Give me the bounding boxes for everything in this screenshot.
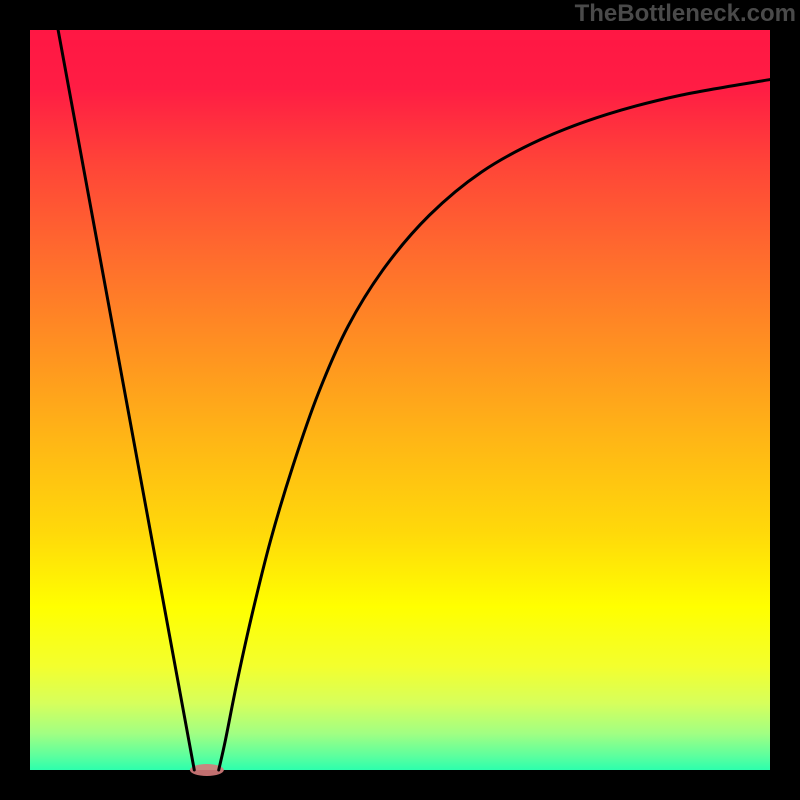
attribution-text: TheBottleneck.com [575, 0, 796, 28]
bottleneck-chart [0, 0, 800, 800]
chart-container: TheBottleneck.com [0, 0, 800, 800]
chart-background [30, 30, 770, 770]
